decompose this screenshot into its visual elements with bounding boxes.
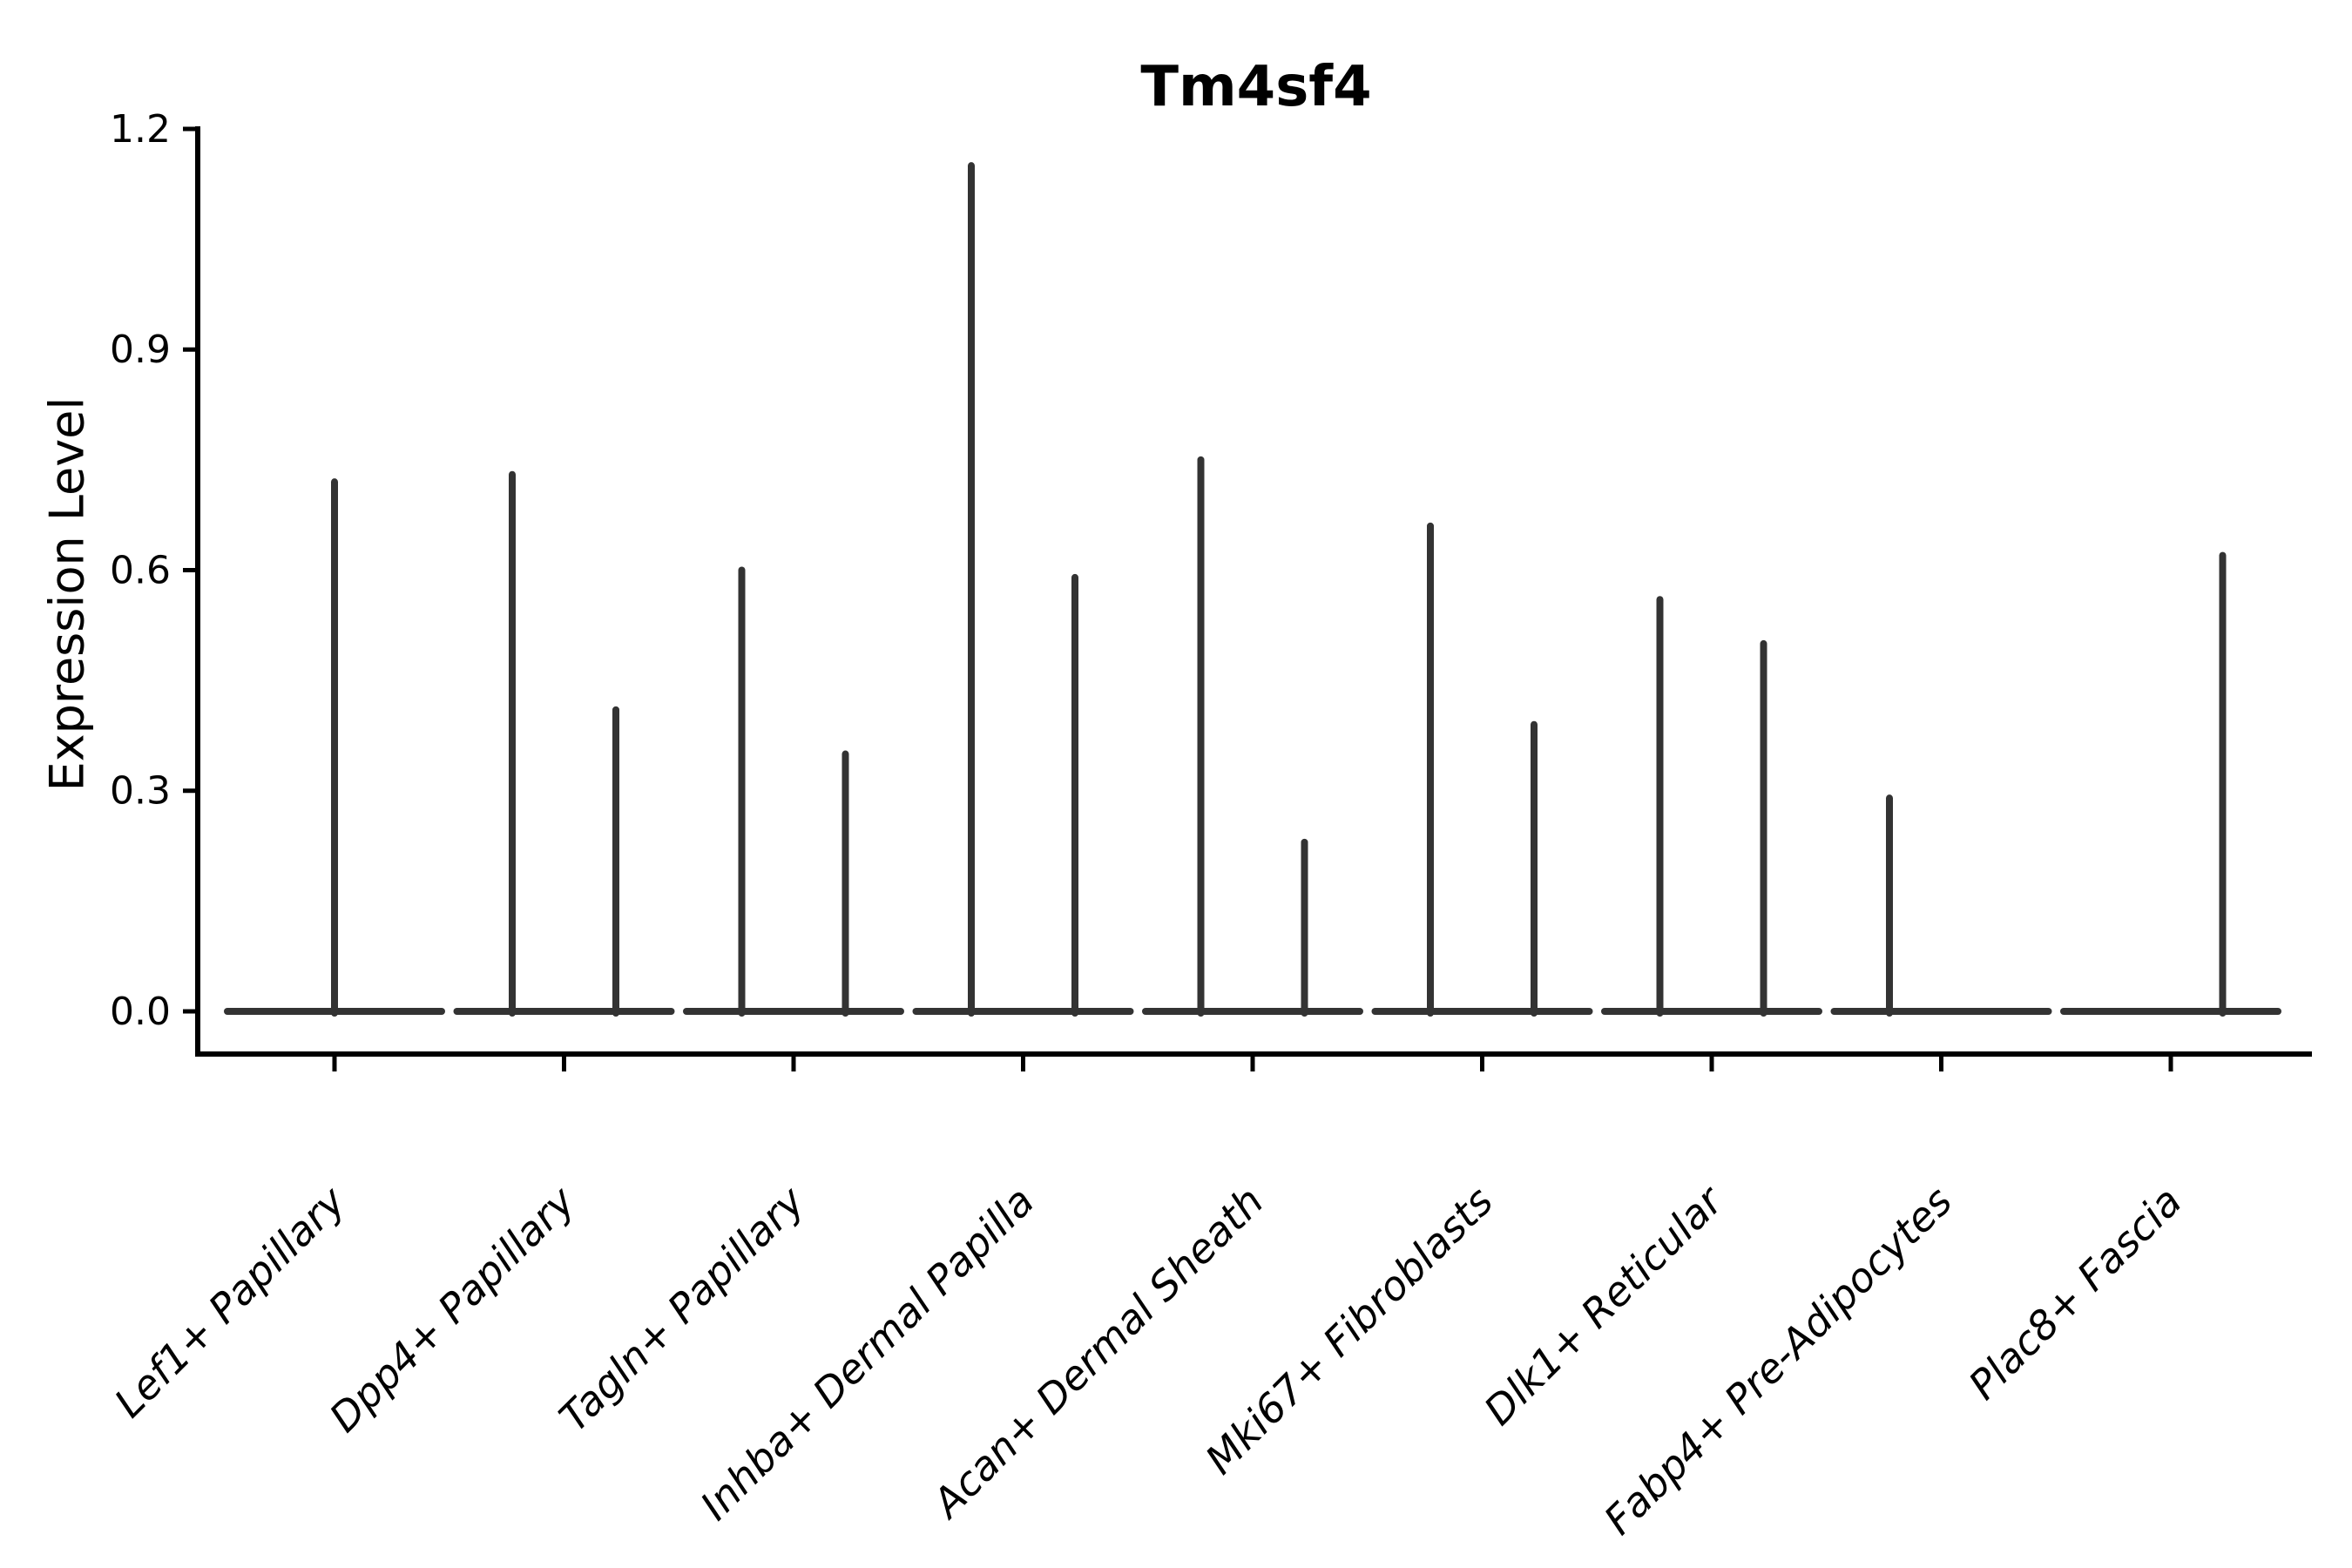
chart-title: Tm4sf4 bbox=[1140, 55, 1372, 119]
y-tick-label: 0.3 bbox=[110, 769, 171, 814]
y-tick-label: 0.6 bbox=[110, 548, 171, 592]
x-tick-label: Tagln+ Papillary bbox=[550, 1177, 814, 1441]
y-tick-label: 0.0 bbox=[110, 990, 171, 1034]
y-axis-label: Expression Level bbox=[39, 396, 95, 792]
x-tick-label: Lef1+ Papillary bbox=[105, 1177, 355, 1426]
x-tick-label: Dpp4+ Papillary bbox=[321, 1177, 585, 1441]
axes-spines bbox=[195, 126, 2312, 1057]
y-tick-label: 1.2 bbox=[110, 107, 171, 152]
x-tick-label: Plac8+ Fascia bbox=[1959, 1178, 2190, 1409]
y-tick-label: 0.9 bbox=[110, 328, 171, 372]
x-tick-label: Dlk1+ Reticular bbox=[1475, 1175, 1734, 1434]
